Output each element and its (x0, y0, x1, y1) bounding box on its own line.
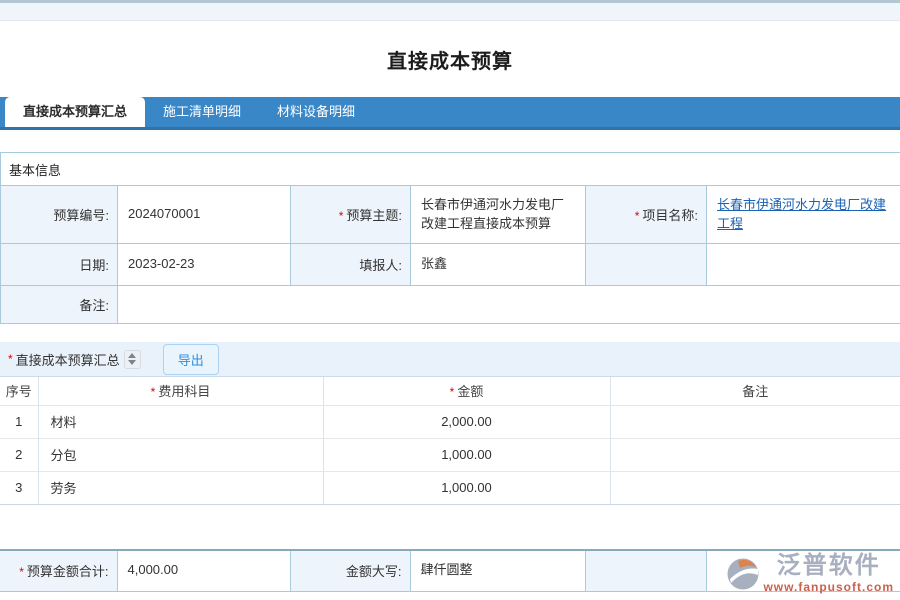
amount-in-words-value: 肆仟圆整 (409, 549, 586, 592)
total-amount-label: * 预算金额合计: (0, 549, 118, 592)
row-seq: 2 (0, 438, 39, 472)
reporter-label: 填报人: (290, 243, 411, 286)
row-subject: 劳务 (38, 471, 324, 505)
row-remark (610, 438, 900, 472)
table-row: 1 材料 2,000.00 (0, 405, 900, 439)
empty-value-cell (705, 549, 900, 592)
remark-label: 备注: (0, 285, 118, 324)
top-bar (0, 3, 900, 21)
cost-summary-table: 序号 * 费用科目 * 金额 备注 1 材料 2,000.00 2 分包 1,000… (0, 377, 900, 505)
basic-info-section-title: 基本信息 (0, 152, 900, 186)
required-asterisk: * (634, 209, 640, 223)
row-amount: 1,000.00 (323, 471, 611, 505)
tab-direct-cost-budget-summary[interactable]: 直接成本预算汇总 (5, 97, 146, 127)
reporter-value: 张鑫 (410, 243, 586, 286)
required-asterisk: * (19, 565, 24, 580)
top-accent-line (0, 0, 900, 3)
export-button[interactable]: 导出 (162, 343, 219, 375)
total-amount-value: 4,000.00 (116, 549, 291, 592)
date-value: 2023-02-23 (117, 243, 291, 286)
amount-in-words-label: 金额大写: (289, 549, 411, 592)
sort-up-arrow-icon (128, 353, 137, 358)
tab-bar: 直接成本预算汇总 施工清单明细 材料设备明细 (0, 97, 900, 130)
row-amount: 2,000.00 (323, 405, 611, 439)
summary-section-title: 直接成本预算汇总 (15, 352, 120, 368)
col-header-seq: 序号 (0, 377, 39, 406)
empty-label-cell (584, 549, 707, 592)
required-asterisk: * (449, 385, 455, 400)
required-asterisk: * (8, 352, 13, 366)
col-header-remark: 备注 (610, 377, 900, 406)
summary-section-bar: * 直接成本预算汇总 导出 (0, 342, 900, 377)
row-subject: 材料 (38, 405, 324, 439)
date-label: 日期: (0, 243, 118, 286)
empty-label-cell (585, 243, 707, 286)
title-area: 直接成本预算 (0, 21, 900, 97)
table-row: 2 分包 1,000.00 (0, 438, 900, 472)
project-label: * 项目名称: (585, 185, 707, 244)
sort-down-arrow-icon (128, 360, 137, 365)
remark-value (116, 285, 900, 324)
col-header-subject: * 费用科目 (38, 377, 324, 406)
page-title: 直接成本预算 (387, 50, 513, 73)
subject-value: 长春市伊通河水力发电厂改建工程直接成本预算 (410, 185, 586, 244)
row-seq: 1 (0, 405, 39, 439)
row-seq: 3 (0, 471, 39, 505)
cost-table-header-row: 序号 * 费用科目 * 金额 备注 (0, 377, 900, 406)
row-remark (610, 471, 900, 505)
basic-info-table: 基本信息 预算编号: 2024070001 * 预算主题: 长春市伊通河水力发电厂… (0, 152, 900, 324)
row-amount: 1,000.00 (323, 438, 611, 472)
row-remark (610, 405, 900, 439)
row-subject: 分包 (38, 438, 324, 472)
tab-material-equipment-detail[interactable]: 材料设备明细 (277, 104, 356, 119)
sort-icon[interactable] (123, 349, 141, 369)
budget-no-label: 预算编号: (0, 185, 118, 244)
project-value-cell: 长春市伊通河水力发电厂改建工程 (705, 185, 900, 244)
table-row: 3 劳务 1,000.00 (0, 471, 900, 505)
required-asterisk: * (150, 385, 156, 400)
subject-label: * 预算主题: (290, 185, 411, 244)
col-header-amount: * 金额 (323, 377, 611, 406)
empty-value-cell (705, 243, 900, 286)
required-asterisk: * (338, 209, 344, 223)
budget-no-value: 2024070001 (117, 185, 291, 244)
tab-construction-list-detail[interactable]: 施工清单明细 (163, 104, 242, 119)
project-link[interactable]: 长春市伊通河水力发电厂改建工程 (717, 196, 887, 231)
totals-bar: * 预算金额合计: 4,000.00 金额大写: 肆仟圆整 (0, 548, 900, 592)
